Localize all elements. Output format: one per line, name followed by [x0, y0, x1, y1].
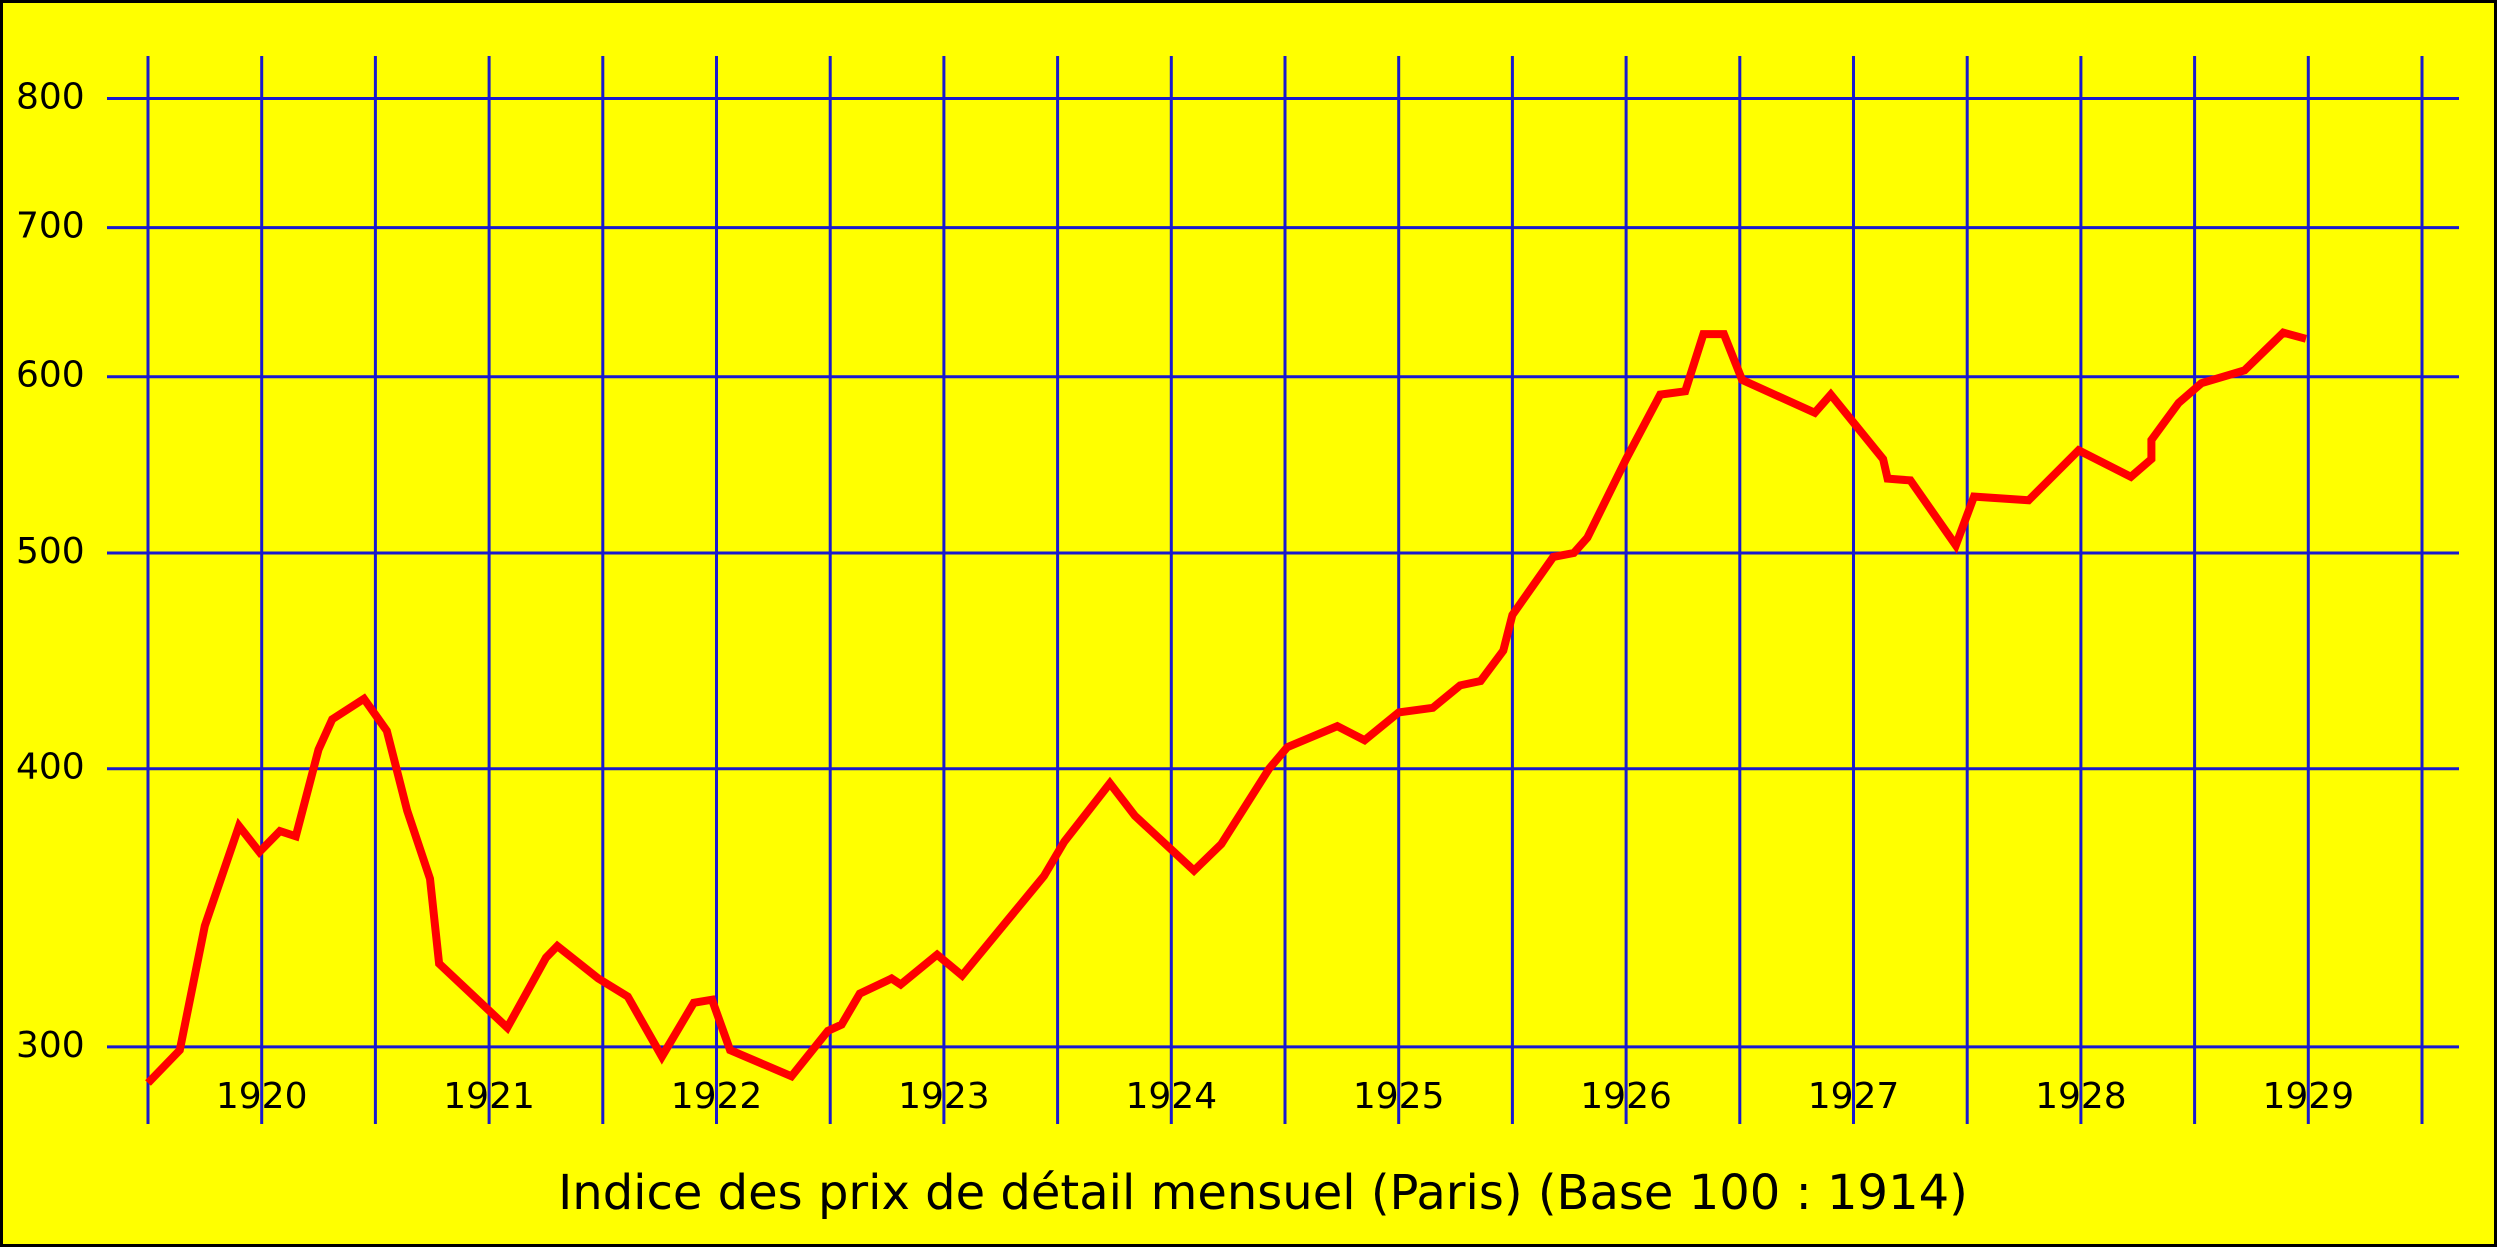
y-tick-label: 600 [16, 355, 85, 396]
y-tick-label: 800 [16, 77, 85, 118]
y-tick-label: 300 [16, 1025, 85, 1066]
x-tick-label: 1927 [1808, 1076, 1900, 1117]
x-tick-label: 1923 [898, 1076, 990, 1117]
y-tick-label: 400 [16, 747, 85, 788]
y-tick-label: 500 [16, 531, 85, 572]
x-tick-label: 1920 [216, 1076, 308, 1117]
x-tick-label: 1929 [2262, 1076, 2354, 1117]
x-tick-label: 1926 [1580, 1076, 1672, 1117]
x-tick-label: 1921 [443, 1076, 535, 1117]
chart-title: Indice des prix de détail mensuel (Paris… [558, 1165, 1968, 1221]
data-line [145, 328, 2308, 1086]
x-tick-label: 1928 [2035, 1076, 2127, 1117]
y-tick-label: 700 [16, 206, 85, 247]
x-tick-label: 1925 [1353, 1076, 1445, 1117]
x-tick-label: 1924 [1125, 1076, 1217, 1117]
x-tick-label: 1922 [671, 1076, 763, 1117]
